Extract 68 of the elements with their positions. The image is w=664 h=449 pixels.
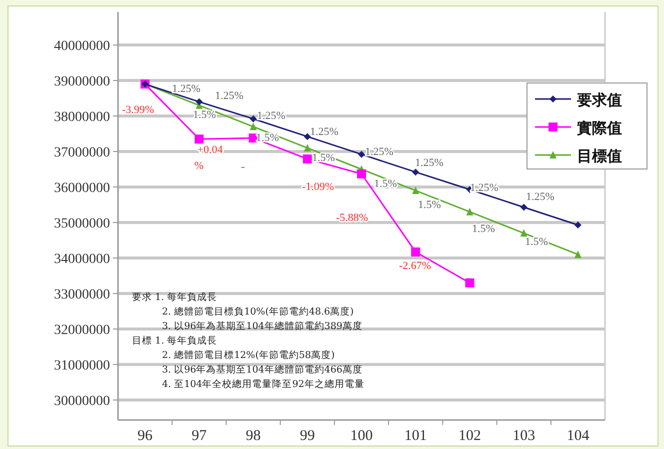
- annotation: 1.5%: [374, 178, 397, 190]
- annotation: 要求 1. 每年負成長: [132, 291, 218, 303]
- annotation: -1.09%: [302, 181, 334, 193]
- annotation: 1.5%: [193, 109, 216, 121]
- y-tick-label: 34000000: [54, 252, 110, 267]
- annotation: 1.25%: [172, 83, 200, 95]
- y-tick-label: 39000000: [54, 74, 110, 90]
- annotation: -5.88%: [336, 212, 368, 224]
- point: [357, 169, 366, 178]
- annotation: 2. 總體節電目標12%(年節電約58萬度): [162, 349, 335, 361]
- x-tick-label: 104: [566, 428, 590, 444]
- annotation: 1.25%: [215, 90, 244, 102]
- annotation: -3.99%: [122, 104, 154, 116]
- x-tick-label: 96: [138, 428, 154, 444]
- point: [194, 134, 204, 144]
- y-tick-label: 37000000: [54, 146, 110, 160]
- point: [250, 122, 257, 130]
- x-tick-label: 103: [512, 428, 536, 444]
- annotation: 1.25%: [470, 182, 498, 194]
- point: [250, 115, 257, 122]
- annotation: -2.67%: [398, 260, 432, 272]
- legend-label: 實際值: [577, 119, 622, 137]
- x-tick-label: 102: [458, 428, 481, 444]
- annotation: 目標 1. 每年負成長: [132, 334, 218, 346]
- point: [304, 144, 311, 152]
- annotation: 1.25%: [257, 110, 286, 122]
- annotation: 1.5%: [418, 199, 441, 211]
- x-tick-label: 101: [404, 428, 427, 444]
- point: [520, 204, 528, 211]
- y-tick-label: 33000000: [54, 288, 110, 302]
- y-tick-label: 36000000: [54, 181, 110, 196]
- annotation: 1.25%: [365, 146, 394, 158]
- annotation: -: [241, 161, 246, 173]
- point: [574, 221, 582, 228]
- point: [412, 168, 420, 176]
- annotation: +0.04: [197, 144, 224, 156]
- annotation: 1.25%: [526, 191, 554, 203]
- x-tick-label: 98: [246, 428, 261, 444]
- point: [302, 154, 312, 164]
- point: [411, 247, 420, 256]
- annotation: 4. 至104年全校總用電量降至92年之總用電量: [162, 378, 364, 390]
- point: [358, 150, 365, 158]
- y-tick-label: 30000000: [54, 394, 110, 409]
- annotation: 1.5%: [525, 236, 548, 248]
- annotation: 1.25%: [415, 157, 444, 169]
- point: [465, 278, 474, 288]
- annotation: 3. 以96年為基期至104年總體節電約389萬度: [162, 320, 362, 332]
- point: [196, 98, 203, 106]
- y-tick-label: 38000000: [54, 110, 110, 125]
- annotation: 2. 總體節電目標負10%(年節電約48.6萬度): [162, 306, 354, 318]
- point: [520, 229, 528, 237]
- y-tick-label: 35000000: [54, 216, 110, 232]
- annotation: 1.5%: [472, 223, 495, 235]
- annotation: %: [194, 160, 204, 172]
- y-tick-label: 40000000: [54, 39, 110, 54]
- x-tick-label: 97: [192, 428, 208, 444]
- legend-label: 目標值: [577, 147, 622, 165]
- annotation: 1.25%: [310, 126, 338, 138]
- y-tick-label: 31000000: [54, 358, 110, 374]
- legend-label: 要求值: [576, 91, 622, 109]
- point: [304, 133, 311, 140]
- x-tick-label: 99: [300, 428, 315, 444]
- y-tick-label: 32000000: [54, 323, 110, 338]
- point: [466, 208, 474, 216]
- x-tick-label: 100: [350, 428, 373, 444]
- point: [412, 186, 420, 194]
- point: [574, 250, 582, 258]
- annotation: 3. 以96年為基期至104年總體節電約466萬度: [162, 364, 362, 376]
